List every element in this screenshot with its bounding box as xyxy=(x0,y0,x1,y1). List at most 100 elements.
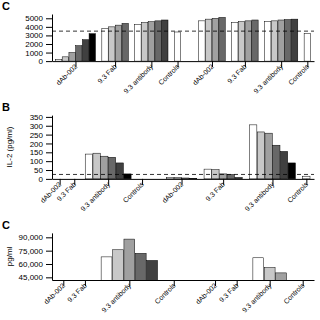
x-tick: 9.3 antibody xyxy=(100,280,133,314)
y-tick: 150 xyxy=(30,148,52,157)
x-axis-line xyxy=(53,179,315,180)
x-tick-label: 9.3 antibody xyxy=(100,281,133,314)
y-tick: 0 xyxy=(39,57,52,66)
x-tick: 9.3 antibody xyxy=(241,280,274,314)
y-tick-label: 60,000 xyxy=(19,260,44,269)
x-tick: dAb-002 xyxy=(43,280,67,305)
x-tick: 9.3 Fab xyxy=(96,61,118,84)
x-axis: dAb-0029.3 Fab9.3 antibodyControlsdAb-00… xyxy=(43,280,315,314)
bar xyxy=(162,20,168,61)
bar xyxy=(93,153,100,179)
y-tick: 300 xyxy=(30,122,52,131)
bar xyxy=(285,20,291,62)
panel-title: C xyxy=(2,0,10,12)
bar xyxy=(174,32,180,61)
x-tick: dAb-002 xyxy=(161,179,185,204)
bar xyxy=(166,177,173,178)
bar xyxy=(304,34,310,61)
bar xyxy=(288,163,295,179)
y-tick-label: 100 xyxy=(30,157,44,166)
x-tick-label: dAb-002 xyxy=(55,63,79,87)
bar xyxy=(82,40,88,61)
x-tick-label: Controls xyxy=(122,180,146,204)
bar xyxy=(124,239,135,280)
bar xyxy=(212,18,218,61)
x-axis: dAb-0029.3 Fab9.3 antibodyControlsdAb-00… xyxy=(53,61,315,95)
y-tick: 60,000 xyxy=(19,260,52,269)
panel-title: C xyxy=(2,219,10,231)
bar xyxy=(115,25,121,61)
x-tick-label: Controls xyxy=(153,281,177,305)
y-tick-mark xyxy=(46,53,52,54)
bar xyxy=(264,268,275,280)
x-tick-label: dAb-002 xyxy=(43,282,67,306)
x-tick: dAb-002 xyxy=(191,61,215,86)
y-tick: 75,000 xyxy=(19,247,52,256)
reference-line xyxy=(52,31,314,32)
y-tick-label: 45,000 xyxy=(19,273,44,282)
y-tick: 200 xyxy=(30,140,52,149)
y-tick: 250 xyxy=(30,131,52,140)
x-axis-line xyxy=(53,61,315,62)
x-tick-label: Controls xyxy=(287,63,311,87)
y-tick: 45,000 xyxy=(19,273,52,282)
y-tick-mark xyxy=(46,126,52,127)
bar xyxy=(235,177,242,178)
bar xyxy=(108,157,115,179)
y-tick-mark xyxy=(46,237,52,238)
x-tick: 9.3 Fab xyxy=(226,61,248,84)
bar xyxy=(271,21,277,61)
x-tick-label: 9.3 Fab xyxy=(96,63,118,85)
x-tick: 9.3 Fab xyxy=(218,280,240,303)
bar xyxy=(238,22,244,61)
y-tick-mark xyxy=(46,61,52,62)
y-axis-line xyxy=(52,116,53,180)
chart: 010002000300040005000dAb-0029.3 Fab9.3 a… xyxy=(0,0,320,320)
x-tick-label: 9.3 antibody xyxy=(79,180,112,213)
bar xyxy=(199,21,205,61)
y-tick: 50 xyxy=(34,166,52,175)
y-tick-mark xyxy=(46,251,52,252)
y-tick-mark xyxy=(46,143,52,144)
y-tick-mark xyxy=(46,35,52,36)
bar xyxy=(55,59,61,61)
bar xyxy=(62,57,68,61)
y-tick-label: 5000 xyxy=(25,14,43,23)
y-tick-label: 350 xyxy=(30,113,44,122)
bar xyxy=(122,23,128,61)
y-tick-label: 2000 xyxy=(25,40,43,49)
x-tick: dAb-002 xyxy=(194,280,218,305)
y-tick-label: 150 xyxy=(30,148,44,157)
y-tick: 100 xyxy=(30,157,52,166)
y-tick-mark xyxy=(46,117,52,118)
y-tick-mark xyxy=(46,27,52,28)
x-tick-label: 9.3 antibody xyxy=(243,180,276,213)
bar xyxy=(245,21,251,61)
y-tick-label: 0 xyxy=(39,175,44,184)
x-tick: 9.3 Fab xyxy=(55,179,77,202)
x-tick: Controls xyxy=(287,61,311,86)
bar xyxy=(155,21,161,61)
x-tick: Controls xyxy=(157,61,181,86)
y-tick-label: 0 xyxy=(39,57,44,66)
x-tick-label: 9.3 Fab xyxy=(55,181,77,203)
x-tick: Controls xyxy=(122,179,146,204)
y-tick-label: 1000 xyxy=(25,49,43,58)
x-tick-label: 9.3 Fab xyxy=(226,63,248,85)
x-tick: Controls xyxy=(282,280,306,305)
y-tick-mark xyxy=(46,179,52,180)
bar xyxy=(227,174,234,178)
x-axis-line xyxy=(53,280,315,281)
x-tick-label: 9.3 Fab xyxy=(204,181,226,203)
plot-area xyxy=(52,17,314,61)
x-tick-label: Controls xyxy=(282,281,306,305)
y-tick-mark xyxy=(46,170,52,171)
bar xyxy=(148,22,154,61)
y-tick-label: 90,000 xyxy=(19,233,44,242)
y-tick: 0 xyxy=(39,175,52,184)
x-tick: 9.3 Fab xyxy=(66,280,88,303)
y-tick-mark xyxy=(46,161,52,162)
x-tick-label: dAb-002 xyxy=(191,63,215,87)
bar xyxy=(141,23,147,62)
x-tick-label: Controls xyxy=(286,180,310,204)
